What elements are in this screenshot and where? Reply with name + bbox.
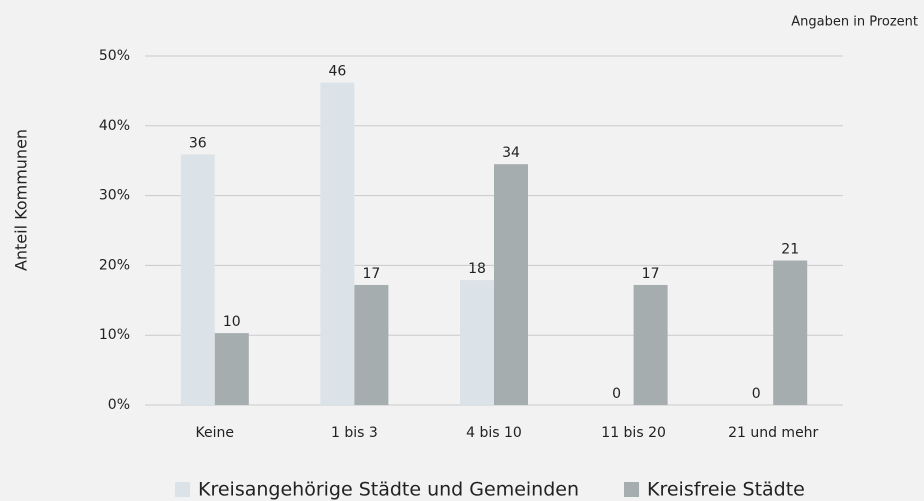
value-label: 36 (189, 135, 207, 151)
y-tick-label: 30% (99, 188, 130, 204)
x-tick-label: 4 bis 10 (466, 425, 522, 441)
bar (773, 260, 808, 405)
value-label: 17 (362, 266, 380, 282)
y-tick-label: 10% (99, 327, 130, 343)
bar (214, 333, 249, 405)
y-tick-label: 0% (108, 397, 130, 413)
legend-label: Kreisangehörige Städte und Gemeinden (198, 479, 579, 501)
y-tick-label: 50% (99, 48, 130, 64)
y-tick-label: 40% (99, 118, 130, 134)
value-label: 18 (468, 261, 486, 277)
note: Angaben in Prozent (791, 15, 918, 30)
x-tick-label: Keine (196, 425, 234, 441)
value-label: 0 (752, 386, 761, 402)
bar (494, 164, 528, 405)
bar (354, 284, 389, 405)
legend-label: Kreisfreie Städte (647, 479, 805, 501)
x-tick-label: 1 bis 3 (331, 425, 378, 441)
y-tick-label: 20% (99, 257, 130, 273)
value-label: 17 (642, 266, 660, 282)
value-label: 0 (612, 386, 621, 402)
x-tick-label: 11 bis 20 (601, 425, 666, 441)
legend-swatch (175, 482, 190, 497)
value-label: 10 (223, 314, 241, 330)
bar (633, 284, 668, 405)
bar (320, 82, 355, 406)
value-label: 46 (328, 64, 346, 80)
value-label: 21 (781, 242, 799, 258)
legend-swatch (624, 482, 640, 497)
x-tick-label: 21 und mehr (728, 425, 818, 441)
y-axis-label: Anteil Kommunen (12, 129, 31, 271)
bar (180, 154, 215, 405)
value-label: 34 (502, 145, 520, 161)
bar (460, 280, 494, 405)
